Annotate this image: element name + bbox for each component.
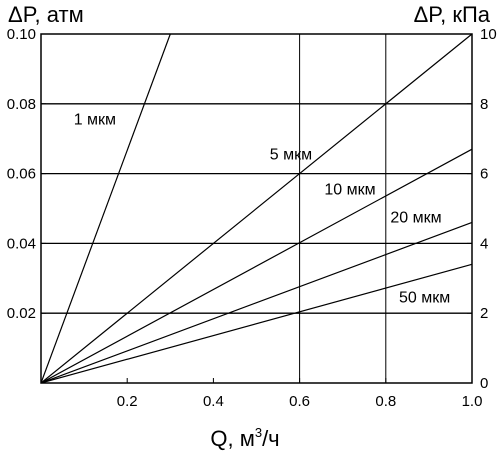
y-left-axis-title: ΔP, атм bbox=[8, 2, 84, 27]
series-labels: 1 мкм 5 мкм 10 мкм 20 мкм 50 мкм bbox=[74, 112, 451, 307]
y-right-tick-label-5: 10 bbox=[480, 26, 497, 43]
y-right-tick-label-4: 8 bbox=[480, 96, 488, 113]
series-label-3: 20 мкм bbox=[390, 209, 441, 226]
series-line-0 bbox=[40, 33, 171, 384]
y-right-tick-label-3: 6 bbox=[480, 166, 488, 183]
y-right-tick-label-2: 4 bbox=[480, 235, 488, 252]
y-right-tick-label-1: 2 bbox=[480, 305, 488, 322]
y-right-tick-label-0: 0 bbox=[480, 375, 488, 392]
series-line-2 bbox=[40, 148, 473, 384]
y-right-axis-title: ΔP, кПа bbox=[414, 2, 491, 27]
x-tick-label-1: 0.4 bbox=[203, 393, 224, 410]
series-label-1: 5 мкм bbox=[270, 147, 312, 164]
tick-labels: 0.2 0.4 0.6 0.8 1.0 0.02 0.04 0.06 0.08 0.10 0 2 4 6 8… bbox=[7, 26, 497, 410]
series-label-2: 10 мкм bbox=[324, 182, 375, 199]
plot-frame bbox=[40, 33, 473, 384]
x-axis-title: Q, м3/ч bbox=[210, 425, 279, 451]
series-line-4 bbox=[40, 263, 473, 384]
y-left-tick-label-1: 0.04 bbox=[7, 235, 36, 252]
x-tick-label-2: 0.6 bbox=[289, 393, 310, 410]
series-lines bbox=[40, 33, 473, 384]
y-left-tick-label-3: 0.08 bbox=[7, 96, 36, 113]
x-axis-title-main: Q, м bbox=[210, 426, 254, 451]
grid-lines bbox=[41, 34, 472, 383]
y-left-tick-label-0: 0.02 bbox=[7, 305, 36, 322]
series-label-4: 50 мкм bbox=[399, 290, 450, 307]
x-axis-title-tail: /ч bbox=[262, 426, 280, 451]
x-tick-label-3: 0.8 bbox=[375, 393, 396, 410]
series-line-3 bbox=[40, 221, 473, 384]
y-left-tick-label-2: 0.06 bbox=[7, 166, 36, 183]
series-line-1 bbox=[40, 33, 473, 384]
y-left-tick-label-4: 0.10 bbox=[7, 26, 36, 43]
x-tick-label-4: 1.0 bbox=[462, 393, 483, 410]
series-label-0: 1 мкм bbox=[74, 112, 116, 129]
x-axis-title-sup: 3 bbox=[255, 425, 262, 440]
x-tick-label-0: 0.2 bbox=[117, 393, 138, 410]
